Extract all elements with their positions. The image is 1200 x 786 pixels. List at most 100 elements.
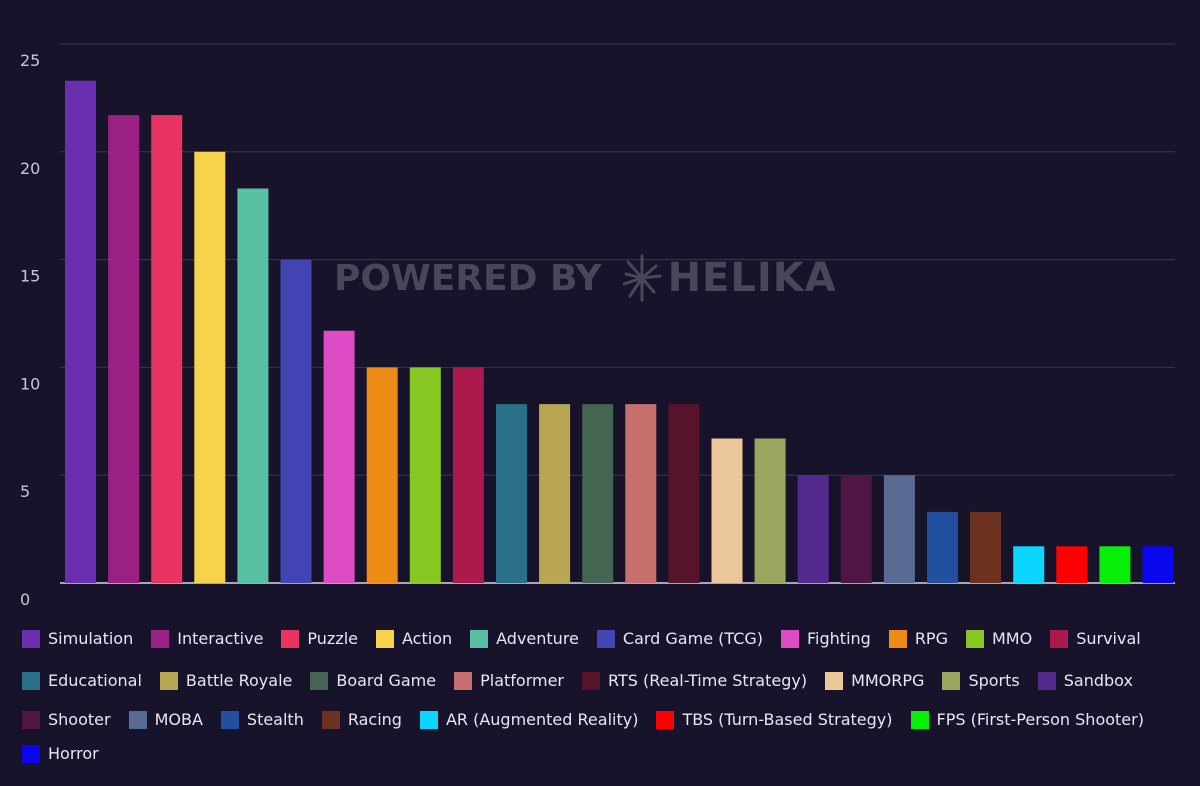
legend-item[interactable]: MMO [965,629,1032,648]
bar-ar-augmented-reality [1013,546,1045,583]
legend-swatch [22,671,40,690]
legend-label: Card Game (TCG) [622,629,764,648]
legend-swatch [596,629,615,648]
bar-board-game [582,404,614,583]
legend-label: Educational [48,671,142,690]
legend-item[interactable]: Sandbox [1037,671,1133,690]
legend-row: Shooter MOBA Stealth Racing AR (Augmented Re… [22,701,1192,738]
legend-item[interactable]: Stealth [220,710,304,729]
legend-item[interactable]: Sports [942,671,1020,690]
legend-label: Stealth [246,710,304,729]
y-tick-label: 25 [20,51,40,70]
legend-swatch [128,710,147,729]
legend-label: Platformer [480,671,565,690]
y-tick-label: 20 [20,159,40,178]
legend-item[interactable]: Fighting [781,629,871,648]
bar-sandbox [797,475,829,583]
legend-row: Simulation Interactive Puzzle Action Adventu… [22,620,1192,657]
bar-mmo [409,367,441,583]
legend-swatch [454,671,473,690]
legend-swatch [159,671,178,690]
legend-swatch [888,629,907,648]
legend-item[interactable]: MMORPG [825,671,924,690]
legend-label: Board Game [336,671,437,690]
legend-swatch [419,710,438,729]
legend-item[interactable]: Horror [22,744,99,763]
bar-tbs-turn-based-strategy [1056,546,1088,583]
legend-label: AR (Augmented Reality) [445,710,639,729]
bar-stealth [927,511,958,583]
legend-label: Interactive [177,629,264,648]
legend-item[interactable]: Card Game (TCG) [596,629,764,648]
legend-item[interactable]: Interactive [151,629,263,648]
legend-item[interactable]: TBS (Turn-Based Strategy) [656,710,893,729]
legend-label: Shooter [48,710,111,729]
legend-label: TBS (Turn-Based Strategy) [682,710,893,729]
legend-label: Battle Royale [185,671,293,690]
legend-swatch [22,629,40,648]
bar-fps-first-person-shooter [1099,546,1131,583]
bar-rpg [366,367,398,583]
y-tick-label: 5 [20,482,30,501]
legend-swatch [656,710,675,729]
legend-label: Sports [968,671,1020,690]
y-tick-label: 0 [20,590,30,609]
legend-label: Simulation [48,629,134,648]
bar-action [194,151,226,584]
legend-swatch [22,710,40,729]
bar-battle-royale [539,404,571,583]
bar-shooter [840,475,872,583]
legend-item[interactable]: Puzzle [281,629,358,648]
legend-label: MOBA [154,710,203,729]
legend-label: MMORPG [851,671,925,690]
legend-swatch [942,671,961,690]
legend-label: Sandbox [1063,671,1133,690]
legend-swatch [220,710,239,729]
legend-swatch [310,671,329,690]
legend-label: RTS (Real-Time Strategy) [608,671,808,690]
legend-swatch [1037,671,1056,690]
legend-swatch [321,710,340,729]
legend-swatch [151,629,170,648]
legend-item[interactable]: Shooter [22,710,111,729]
legend-item[interactable]: Racing [321,710,402,729]
legend-row: Educational Battle Royale Board Game Platfo… [22,662,1192,699]
legend-item[interactable]: Educational [22,671,142,690]
legend: Simulation Interactive Puzzle Action Adventu… [22,620,1192,772]
legend-row: Horror [22,735,1192,772]
bar-educational [496,404,527,583]
legend-swatch [781,629,800,648]
legend-item[interactable]: Survival [1050,629,1141,648]
bar-platformer [625,404,657,583]
legend-swatch [582,671,601,690]
legend-label: Horror [48,744,99,763]
bar-moba [883,475,915,583]
legend-item[interactable]: Board Game [310,671,436,690]
legend-swatch [376,629,395,648]
legend-item[interactable]: RTS (Real-Time Strategy) [582,671,807,690]
legend-item[interactable]: Platformer [454,671,564,690]
legend-label: Action [402,629,453,648]
legend-item[interactable]: Action [376,629,452,648]
legend-item[interactable]: FPS (First-Person Shooter) [910,710,1144,729]
legend-label: Fighting [807,629,871,648]
y-axis-ticks: 0 5 10 15 20 25 [20,51,40,609]
bar-interactive [108,115,140,583]
bars [65,80,1174,584]
legend-item[interactable]: Battle Royale [159,671,293,690]
bar-horror [1142,546,1174,583]
legend-item[interactable]: AR (Augmented Reality) [419,710,639,729]
legend-label: Survival [1076,629,1141,648]
legend-swatch [281,629,300,648]
legend-swatch [910,710,929,729]
legend-item[interactable]: Simulation [22,629,133,648]
legend-swatch [825,671,844,690]
legend-item[interactable]: MOBA [128,710,203,729]
bar-racing [970,511,1002,583]
legend-item[interactable]: RPG [888,629,948,648]
y-tick-label: 15 [20,267,40,286]
bar-survival [452,367,484,583]
legend-item[interactable]: Adventure [470,629,579,648]
legend-label: FPS (First-Person Shooter) [936,710,1144,729]
legend-swatch [965,629,984,648]
